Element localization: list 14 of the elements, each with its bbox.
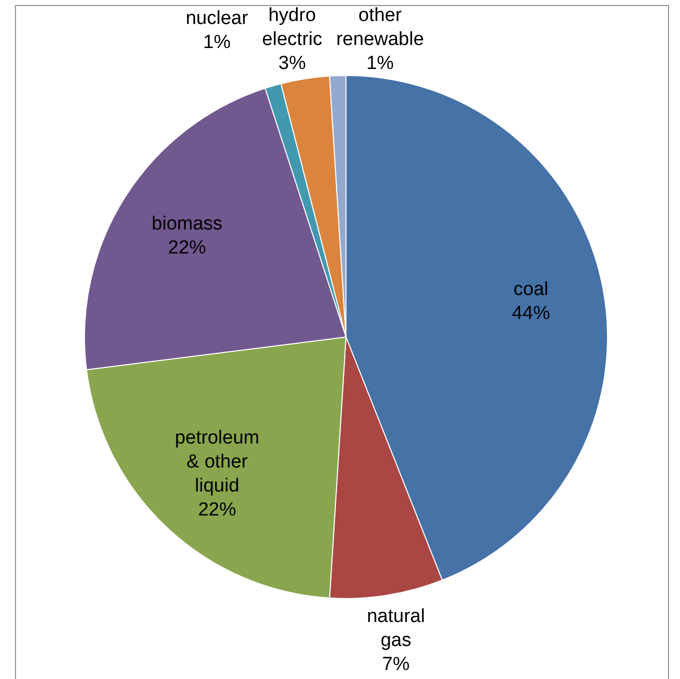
data-label: 22%: [168, 237, 206, 258]
slice-label: natural gas: [366, 606, 425, 652]
data-label: 3%: [278, 53, 306, 74]
slice-label: coal: [514, 278, 548, 300]
data-label: 22%: [198, 499, 236, 520]
slice-label: petroleum & other liquid: [174, 427, 260, 496]
slice-label: hydro electric: [262, 5, 322, 50]
slice-label: other renewable: [336, 5, 424, 50]
data-label: 7%: [382, 654, 410, 676]
data-label: 1%: [366, 53, 394, 74]
slice-label: biomass: [152, 213, 222, 234]
data-label: 1%: [203, 32, 231, 53]
data-label: 44%: [512, 302, 550, 324]
slice-label: nuclear: [186, 8, 249, 29]
